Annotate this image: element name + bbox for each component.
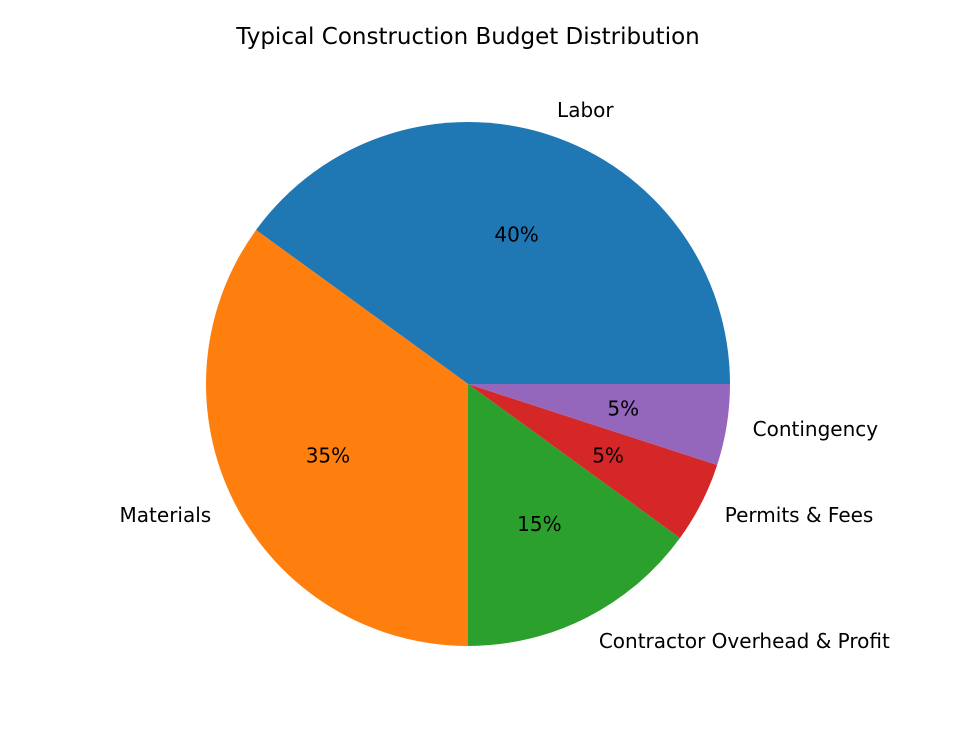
- category-label-materials: Materials: [120, 503, 212, 527]
- pie-slices: [206, 122, 730, 646]
- slice-contingency: [468, 384, 730, 465]
- slice-materials: [206, 230, 468, 646]
- percent-label-contractor-overhead-and-profit: 15%: [517, 512, 561, 536]
- percent-label-contingency: 5%: [607, 397, 639, 421]
- category-label-labor: Labor: [557, 98, 614, 122]
- slice-permits-and-fees: [468, 384, 718, 538]
- percent-label-labor: 40%: [494, 222, 538, 246]
- percent-label-materials: 35%: [306, 443, 350, 467]
- chart-title: Typical Construction Budget Distribution: [235, 24, 699, 50]
- category-label-contractor-overhead-and-profit: Contractor Overhead & Profit: [599, 629, 890, 653]
- category-label-permits-and-fees: Permits & Fees: [725, 503, 874, 527]
- percent-label-permits-and-fees: 5%: [592, 443, 624, 467]
- slice-contractor-overhead-and-profit: [468, 384, 680, 646]
- category-label-contingency: Contingency: [753, 417, 879, 441]
- slice-labor: [256, 122, 730, 384]
- category-labels: Labor Materials Contractor Overhead & Prof…: [120, 98, 890, 653]
- percent-labels: 40% 35% 15% 5% 5%: [306, 222, 639, 536]
